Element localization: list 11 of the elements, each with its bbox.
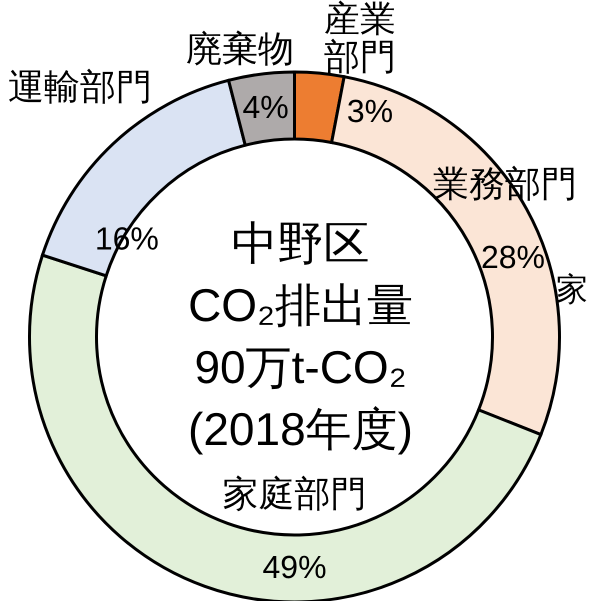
text: CO₂排出量 90万t-CO₂ (2018年度) <box>188 279 413 455</box>
slice-label: 家庭部門 <box>222 473 366 514</box>
data-label: 49% <box>262 549 327 585</box>
slice-label: 産業部門 <box>324 0 396 78</box>
data-label: 3% <box>346 93 394 130</box>
slice-label: 運輸部門 <box>8 66 152 108</box>
data-label: 4% <box>242 89 289 126</box>
text: 中野区 <box>232 217 370 269</box>
slice-label: 廃棄物 <box>186 28 294 70</box>
text: 家 <box>556 271 588 307</box>
data-label: 28% <box>480 239 545 276</box>
